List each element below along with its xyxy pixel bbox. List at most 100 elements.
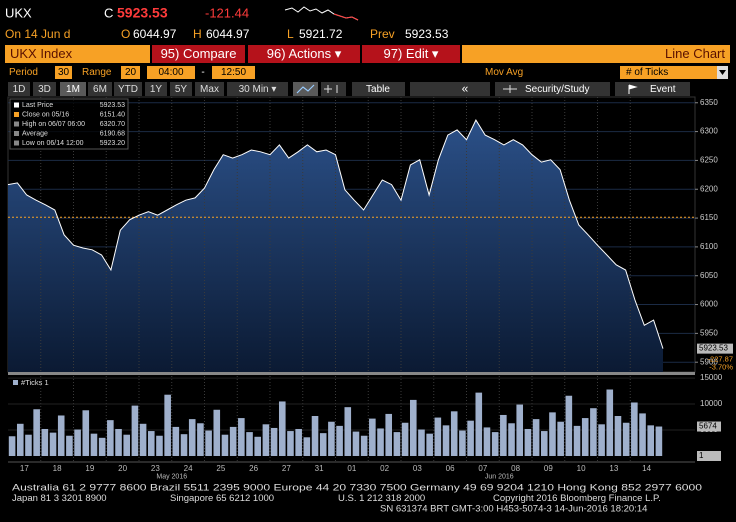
tick-bar [598, 424, 605, 456]
tick-bar [418, 429, 425, 456]
menu-button-label[interactable]: 97) Edit ▾ [384, 46, 439, 61]
period-button[interactable] [60, 82, 86, 96]
last-ticks-box [697, 421, 721, 432]
tick-bar [164, 394, 171, 456]
period[interactable]: 30 [58, 67, 70, 78]
x-tick-label: 25 [216, 464, 225, 473]
period-label: Period [9, 67, 38, 78]
table-button[interactable] [352, 82, 405, 96]
crosshair-button[interactable] [321, 82, 346, 96]
start-box[interactable] [147, 66, 195, 79]
period-button-label[interactable]: Max [200, 84, 219, 95]
range-box[interactable] [121, 66, 140, 79]
symbol: UKX [5, 5, 32, 20]
legend-swatch [14, 102, 19, 108]
period-button[interactable] [88, 82, 112, 96]
x-tick-label: 09 [544, 464, 553, 473]
back-button[interactable] [410, 82, 490, 96]
legend-label: High on 06/07 06:00 [22, 121, 85, 128]
ticks-menu-box[interactable] [620, 66, 717, 79]
end[interactable]: 12:50 [221, 67, 246, 78]
study-icon [503, 85, 517, 93]
y-tick-label: 6200 [700, 184, 718, 193]
tick-bar [639, 413, 646, 456]
period-button-label[interactable]: 3D [38, 84, 51, 95]
x-tick-label: 10 [577, 464, 586, 473]
tick-bar [205, 430, 212, 456]
x-tick-label: 07 [478, 464, 487, 473]
tick-bar [16, 423, 24, 456]
period-button-label[interactable]: YTD [118, 84, 138, 95]
back[interactable]: « [462, 82, 469, 96]
y-tick-label: 6050 [700, 271, 718, 280]
tick-bar [156, 435, 163, 456]
tick-bar [352, 431, 360, 456]
ticks-legend: #Ticks 1 [21, 378, 49, 387]
period-button-label[interactable]: 1M [66, 84, 80, 95]
footer-line: U.S. 1 212 318 2000 [338, 493, 425, 504]
tick-bar [262, 424, 270, 456]
tick-bar [516, 404, 524, 456]
legend-label: Close on 05/16 [22, 111, 69, 118]
tick-bar [606, 389, 614, 456]
x-tick-label: 13 [609, 464, 618, 473]
menu-button-label[interactable]: 96) Actions ▾ [267, 46, 342, 61]
footer-line: Copyright 2016 Bloomberg Finance L.P. [493, 493, 661, 504]
view-bar [462, 45, 730, 63]
legend-label: Last Price [22, 102, 53, 109]
period-button[interactable] [114, 82, 142, 96]
x-tick-label: 23 [151, 464, 160, 473]
tick-bar [385, 413, 393, 456]
period-box[interactable] [55, 66, 72, 79]
study-button[interactable] [495, 82, 610, 96]
event-icon [628, 84, 638, 94]
period-button[interactable] [227, 82, 288, 96]
event[interactable]: Event [650, 84, 676, 95]
footer-line: Australia 61 2 9777 8600 Brazil 5511 239… [12, 483, 702, 494]
dropdown-arrow [719, 70, 726, 75]
tick-bar [180, 434, 188, 456]
menu-button[interactable] [248, 45, 360, 63]
period-button[interactable] [170, 82, 192, 96]
tick-bar [229, 426, 237, 456]
tick-bar [622, 422, 630, 456]
last-ticks-label: 5674 [699, 422, 717, 431]
tick-bar [295, 428, 302, 456]
tick-bar [98, 437, 106, 456]
x-tick-label: 27 [282, 464, 291, 473]
period-button-label[interactable]: 6M [93, 84, 107, 95]
tick-bar [238, 418, 245, 456]
event-button[interactable] [615, 82, 690, 96]
tick-bar [369, 418, 376, 456]
period-button[interactable] [195, 82, 224, 96]
menu-button-label[interactable]: 95) Compare [161, 46, 237, 61]
menu-button[interactable] [152, 45, 245, 63]
open: 6044.97 [133, 27, 177, 41]
close: 5923.53 [117, 5, 168, 21]
ticks-menu[interactable]: # of Ticks [626, 67, 668, 78]
study[interactable]: Security/Study [525, 84, 589, 95]
crosshair-icon [324, 85, 338, 93]
y-tick-label: 6000 [700, 300, 718, 309]
period-button-label[interactable]: 5Y [175, 84, 188, 95]
tick-bar [360, 435, 368, 456]
period-button[interactable] [8, 82, 30, 96]
legend-value: 6190.68 [100, 130, 125, 137]
period-button-label[interactable]: 30 Min ▾ [239, 84, 277, 95]
range[interactable]: 20 [125, 67, 137, 78]
tick-bar [475, 392, 483, 456]
legend-value: 6151.40 [100, 111, 125, 118]
y-tick-label: 15000 [700, 373, 723, 382]
tick-bar [172, 426, 180, 456]
tick-bar [565, 395, 573, 456]
menu-button[interactable] [362, 45, 460, 63]
start[interactable]: 04:00 [158, 67, 183, 78]
open-label: O [121, 27, 130, 41]
low-label: L [287, 27, 294, 41]
period-button[interactable] [33, 82, 56, 96]
period-button-label[interactable]: 1D [13, 84, 26, 95]
period-button[interactable] [145, 82, 167, 96]
table[interactable]: Table [366, 84, 390, 95]
end-box[interactable] [212, 66, 255, 79]
period-button-label[interactable]: 1Y [150, 84, 163, 95]
